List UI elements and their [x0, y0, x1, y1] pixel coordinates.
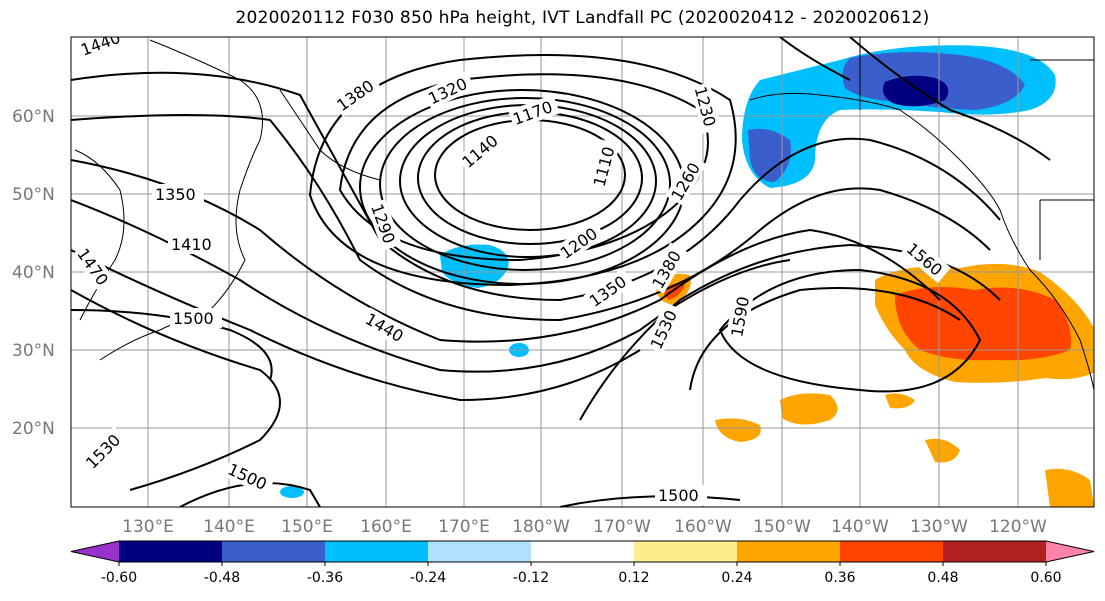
colorbar-tick-label: 0.12: [618, 570, 649, 586]
colorbar-segment: [222, 541, 326, 562]
longitude-label: 120°W: [989, 517, 1047, 537]
contour-label: 1350: [155, 185, 196, 204]
longitude-label: 180°W: [512, 517, 570, 537]
contour-1560: [689, 287, 961, 391]
longitude-label: 160°W: [674, 517, 732, 537]
colorbar-tick-label: 0.36: [824, 570, 855, 586]
contour-1380: [71, 159, 941, 343]
colorbar-tick-label: -0.48: [204, 570, 240, 586]
latitude-label: 30°N: [12, 341, 55, 361]
negative-anomaly-southeast-alaska: [748, 128, 791, 182]
colorbar-segment: [119, 541, 223, 562]
contour-1470: [71, 289, 281, 491]
colorbar-tick-label: -0.36: [307, 570, 343, 586]
positive-anomaly-west-hawaii: [715, 418, 761, 442]
map-frame: [70, 36, 1095, 508]
positive-anomaly-patch-3: [1045, 468, 1094, 507]
colorbar-segment: [737, 541, 841, 562]
contour-label: 1500: [173, 309, 214, 328]
contour-1320: [71, 71, 1001, 302]
contour-1500-east: [559, 495, 741, 507]
colorbar-tick-label: 0.48: [927, 570, 958, 586]
negative-anomaly-south: [280, 486, 304, 498]
colorbar-segment: [943, 541, 1047, 562]
positive-anomaly-core: [895, 286, 1071, 361]
colorbar-tick-label: 0.60: [1030, 570, 1061, 586]
longitude-label: 130°W: [910, 517, 968, 537]
colorbar-extension-low: [71, 541, 119, 562]
longitude-label: 170°E: [438, 517, 490, 537]
contour-1440: [71, 249, 641, 402]
contour-north: [849, 37, 1051, 161]
colorbar-segment: [428, 541, 532, 562]
latitude-label: 40°N: [12, 263, 55, 283]
positive-anomaly-patch-2: [925, 438, 960, 463]
positive-anomaly-patch: [885, 393, 915, 409]
longitude-label: 150°W: [753, 517, 811, 537]
colorbar: -0.60 -0.48 -0.36 -0.24 -0.12 0.12 0.24 0.36 0.4…: [70, 540, 1095, 586]
longitude-labels: 130°E 140°E 150°E 160°E 170°E 180°W 170°…: [122, 517, 1047, 537]
longitude-label: 160°E: [360, 517, 412, 537]
longitude-label: 140°E: [203, 517, 255, 537]
contour-north-2: [779, 37, 851, 81]
colorbar-segment: [634, 541, 738, 562]
contour-label: 1500: [658, 486, 699, 505]
latitude-label: 60°N: [12, 107, 55, 127]
latitude-label: 20°N: [12, 419, 55, 439]
colorbar-tick-label: -0.60: [101, 570, 137, 586]
contour-1290: [308, 54, 737, 287]
longitude-label: 150°E: [281, 517, 333, 537]
colorbar-segment: [325, 541, 429, 562]
contour-1350: [71, 114, 991, 322]
contour-1200: [379, 97, 671, 271]
longitude-label: 170°W: [593, 517, 651, 537]
contour-label: 1410: [171, 235, 212, 254]
colorbar-tick-label: -0.24: [410, 570, 446, 586]
colorbar-tick-label: -0.12: [513, 570, 549, 586]
colorbar-extension-high: [1046, 541, 1094, 562]
latitude-labels: 60°N 50°N 40°N 30°N 20°N: [12, 107, 55, 439]
map-title: 2020020112 F030 850 hPa height, IVT Land…: [235, 8, 930, 28]
contour-1590: [718, 268, 982, 393]
longitude-label: 140°W: [831, 517, 889, 537]
colorbar-segment: [531, 541, 635, 562]
colorbar-tick-label: 0.24: [721, 570, 752, 586]
colorbar-segment: [840, 541, 944, 562]
latitude-label: 50°N: [12, 185, 55, 205]
longitude-label: 130°E: [122, 517, 174, 537]
positive-anomaly-subtropics: [780, 393, 838, 425]
